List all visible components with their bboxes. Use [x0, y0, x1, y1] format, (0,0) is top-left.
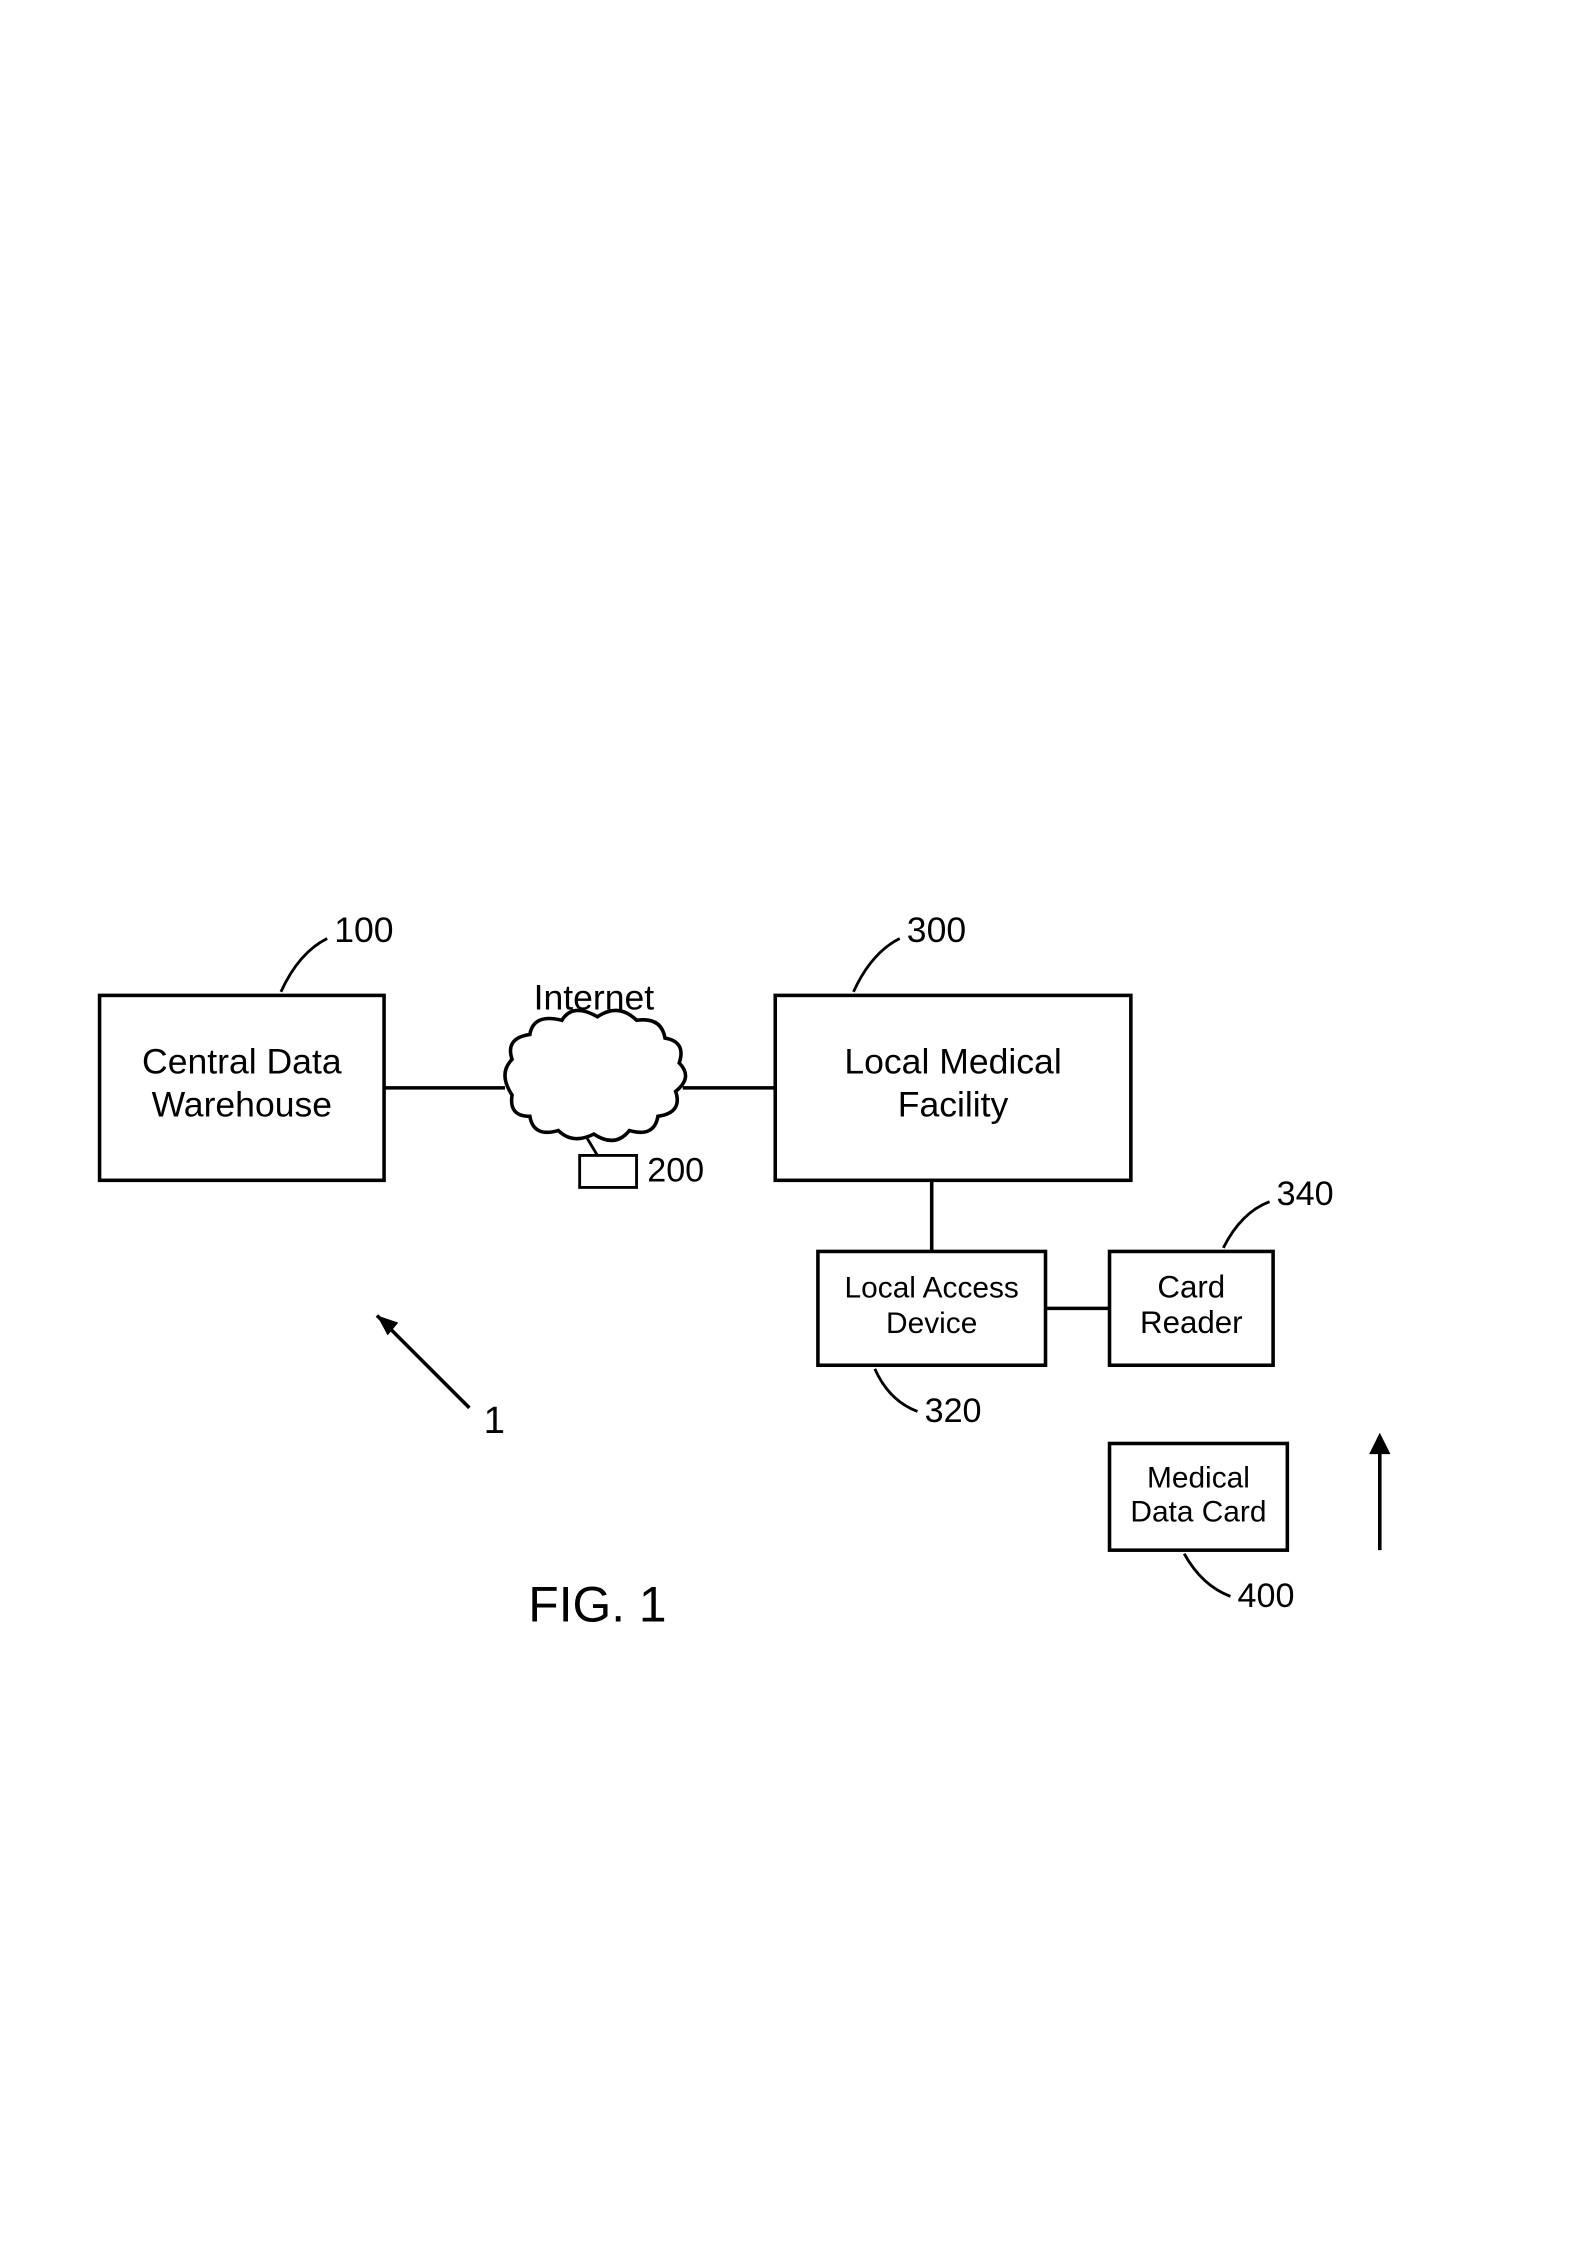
svg-text:Local Access: Local Access — [845, 1272, 1019, 1305]
diagram-canvas: Central Data Warehouse 100 Internet 200 … — [0, 0, 1596, 2244]
figure-caption: FIG. 1 — [528, 1576, 666, 1632]
internet-label: Internet — [534, 978, 655, 1018]
node-id-340: 340 — [1277, 1175, 1334, 1213]
data-card-node: Medical Data Card 400 — [1110, 1443, 1295, 1615]
central-warehouse-node: Central Data Warehouse 100 — [100, 910, 394, 1180]
svg-text:Warehouse: Warehouse — [152, 1084, 332, 1124]
card-arrow — [1369, 1433, 1390, 1550]
svg-text:Device: Device — [886, 1307, 977, 1340]
facility-node: Local Medical Facility 300 — [775, 910, 1131, 1180]
svg-text:Reader: Reader — [1140, 1305, 1243, 1340]
card-reader-node: Card Reader 340 — [1110, 1175, 1334, 1365]
node-id-200: 200 — [647, 1152, 704, 1190]
internet-cloud-node: Internet 200 — [505, 978, 704, 1190]
system-ref-arrow: 1 — [377, 1315, 505, 1441]
node-label: Central Data — [142, 1042, 342, 1082]
svg-text:Medical: Medical — [1147, 1462, 1250, 1495]
node-id-320: 320 — [925, 1392, 982, 1430]
svg-text:Local Medical: Local Medical — [844, 1042, 1061, 1082]
node-id-300: 300 — [907, 910, 966, 950]
svg-text:Central Data: Central Data — [142, 1042, 342, 1082]
svg-text:Data Card: Data Card — [1130, 1496, 1266, 1529]
node-id-100: 100 — [334, 910, 393, 950]
system-ref-label: 1 — [484, 1399, 505, 1442]
access-device-node: Local Access Device 320 — [818, 1251, 1046, 1430]
svg-text:Facility: Facility — [898, 1084, 1009, 1124]
node-id-400: 400 — [1238, 1577, 1295, 1615]
svg-text:Card: Card — [1157, 1270, 1225, 1305]
